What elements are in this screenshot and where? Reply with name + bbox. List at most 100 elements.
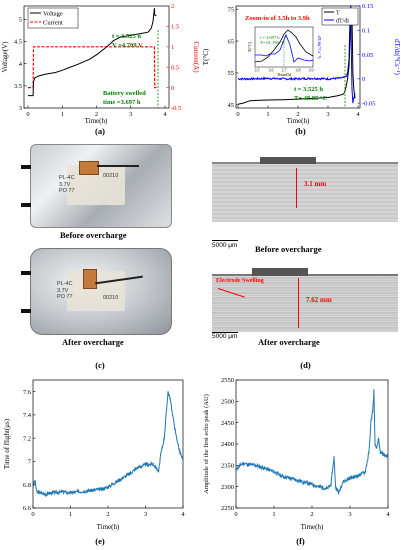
- x-axis-label: Time(h): [287, 117, 310, 125]
- x-axis-label: Time(h): [301, 523, 324, 531]
- terminal-tab: [21, 203, 31, 207]
- label-line: 3.7V: [57, 287, 69, 294]
- y2-tick-label: 1.5: [171, 24, 179, 31]
- y-axis-label: Time of flight(μs): [3, 418, 11, 469]
- caption-a: (a): [95, 126, 105, 136]
- zoom-title: Zoom-in of 3.5h to 3.9h: [245, 15, 310, 22]
- y-tick-label: 3.5: [14, 83, 22, 90]
- y2-tick-label: 0.05: [362, 52, 373, 59]
- label-line: PL-4C: [57, 281, 73, 287]
- label-line: 3.7V: [59, 181, 71, 188]
- y-tick-label: 5: [19, 17, 22, 24]
- legend-dtdt-label: dT/dt: [336, 19, 349, 25]
- y-tick-label: 2350: [221, 463, 234, 470]
- battery-photo-after: PL-4C 3.7V PO 77 00210: [21, 248, 172, 335]
- x-tick-label: 4: [163, 111, 167, 118]
- time-of-flight-line: [32, 391, 184, 498]
- y-tick-label: 2400: [221, 441, 234, 448]
- caption-c: (c): [95, 360, 105, 370]
- before-label: Before overcharge: [255, 244, 322, 254]
- inset-xtick: 3.9: [309, 68, 314, 73]
- x-tick-label: 2: [106, 511, 109, 518]
- y2-tick-label: 0: [362, 76, 365, 83]
- scale-bar: [212, 332, 238, 333]
- y-axis-label: Voltage(V): [1, 41, 9, 73]
- panel-e-chart: 0 1 2 3 4 6.6 6.8 7 7.2 7.4 7.6 Time(h) Time of fl…: [3, 379, 185, 531]
- after-label: After overcharge: [62, 337, 124, 347]
- panel-f-chart: 0 1 2 3 4 2250 2300 2350 2400 2450 2500 2550 Time(h…: [203, 377, 390, 531]
- annotation-swell-2: time =3.697 h: [103, 99, 141, 106]
- terminal-tab: [21, 165, 31, 169]
- inset-y2-label: dT/dt(°Cs⁻¹): [317, 35, 322, 59]
- legend-current-label: Current: [43, 20, 63, 27]
- inset-x-label: Time(h): [277, 72, 292, 77]
- swelling-arrow-icon: [217, 288, 245, 298]
- after-label: After overcharge: [258, 337, 320, 347]
- y-tick-label: 55: [228, 70, 235, 77]
- plot-frame: [235, 379, 389, 509]
- x-tick-label: 0: [31, 511, 34, 518]
- panel-a: 0 1 2 3 4 3 3.5 4 4.5 5 -0.5 0 0.5 1 1.5 2 Voltage Curr…: [0, 0, 200, 136]
- annotation-temp: T= 48.85 °C: [294, 95, 328, 102]
- y2-axis-label: dT/dt(°Cs⁻¹): [393, 39, 401, 75]
- y-tick-label: 7.4: [23, 412, 32, 419]
- panel-b-chart: 0 1 2 3 4 45 55 65 75 -0.05 0 0.05 0.1 0.15 T dT/dt Z…: [202, 3, 401, 125]
- y-tick-label: 65: [228, 38, 235, 45]
- y-tick-label: 6.8: [23, 482, 31, 489]
- y-tick-label: 7.2: [23, 435, 31, 442]
- x-axis-label: Time(h): [85, 117, 108, 125]
- y-tick-label: 2250: [221, 505, 234, 512]
- y-tick-label: 3: [19, 105, 22, 112]
- y2-tick-label: 1: [171, 44, 174, 51]
- y2-tick-label: 0.5: [171, 64, 179, 71]
- xray-image-after: Electrode Swelling 7.62 mm: [212, 268, 398, 332]
- x-tick-label: 2: [95, 111, 98, 118]
- panel-a-chart: 0 1 2 3 4 3 3.5 4 4.5 5 -0.5 0 0.5 1 1.5 2 Voltage Curr…: [1, 3, 200, 125]
- y-tick-label: 7: [28, 459, 32, 466]
- x-tick-label: 3: [348, 511, 351, 518]
- xray-image-before: 3.1 mm: [212, 157, 398, 222]
- y-tick-label: 75: [228, 6, 235, 13]
- thickness-before: 3.1 mm: [304, 180, 327, 188]
- thickness-arrow-icon: [298, 278, 299, 328]
- annotation-t: t = 3.525 h: [294, 86, 323, 93]
- scale-label: 5000 μm: [212, 333, 238, 340]
- inset-xtick: 3.7: [282, 68, 287, 73]
- x-tick-label: 0: [236, 111, 239, 118]
- scale-label: 5000 μm: [212, 242, 238, 249]
- label-line: PO 77: [57, 294, 73, 300]
- y2-tick-label: 0: [171, 85, 174, 92]
- label-text-block: PL-4C 3.7V PO 77: [57, 281, 73, 301]
- panel-d: 3.1 mm 5000 μm Before overcharge Electro…: [210, 140, 401, 370]
- inset-temp-line: [254, 29, 314, 63]
- x-tick-label: 1: [272, 511, 275, 518]
- caption-d: (d): [300, 360, 311, 370]
- wire: [97, 165, 139, 167]
- zoom-inset: t = 3.697 h T= 61.190 °C Time(h) T(°C) d…: [247, 26, 322, 77]
- panel-f: 0 1 2 3 4 2250 2300 2350 2400 2450 2500 2550 Time(h…: [200, 372, 401, 550]
- y2-tick-label: -0.05: [362, 100, 376, 107]
- x-tick-label: 0: [234, 511, 237, 518]
- thickness-arrow-icon: [296, 168, 297, 208]
- echo-amplitude-line: [235, 389, 389, 495]
- y-tick-label: 4.5: [14, 39, 22, 46]
- y-tick-label: 2550: [221, 377, 234, 384]
- panel-c: PL-4C 3.7V PO 77 00210 Before overcharge…: [0, 140, 200, 370]
- inset-dtdt-line: [255, 33, 314, 63]
- y-tick-label: 2300: [221, 484, 234, 491]
- dtdt-series-line: [237, 5, 356, 104]
- label-text-block: PL-4C 3.7V PO 77: [59, 175, 75, 195]
- caption-b: (b): [295, 126, 306, 136]
- electrode-top: [252, 268, 308, 276]
- label-serial: 00210: [103, 295, 119, 301]
- y2-tick-label: -0.5: [171, 105, 181, 112]
- thickness-after: 7.62 mm: [306, 296, 332, 304]
- y2-axis-label: Current(A): [192, 41, 200, 73]
- legend-t-label: T: [336, 11, 340, 17]
- y-tick-label: 2500: [221, 399, 234, 406]
- y-tick-label: 7.6: [23, 389, 32, 396]
- voltage-series-line: [28, 8, 157, 97]
- x-tick-label: 2: [296, 111, 299, 118]
- swelling-label: Electrode Swelling: [216, 278, 264, 284]
- y-tick-label: 2450: [221, 420, 234, 427]
